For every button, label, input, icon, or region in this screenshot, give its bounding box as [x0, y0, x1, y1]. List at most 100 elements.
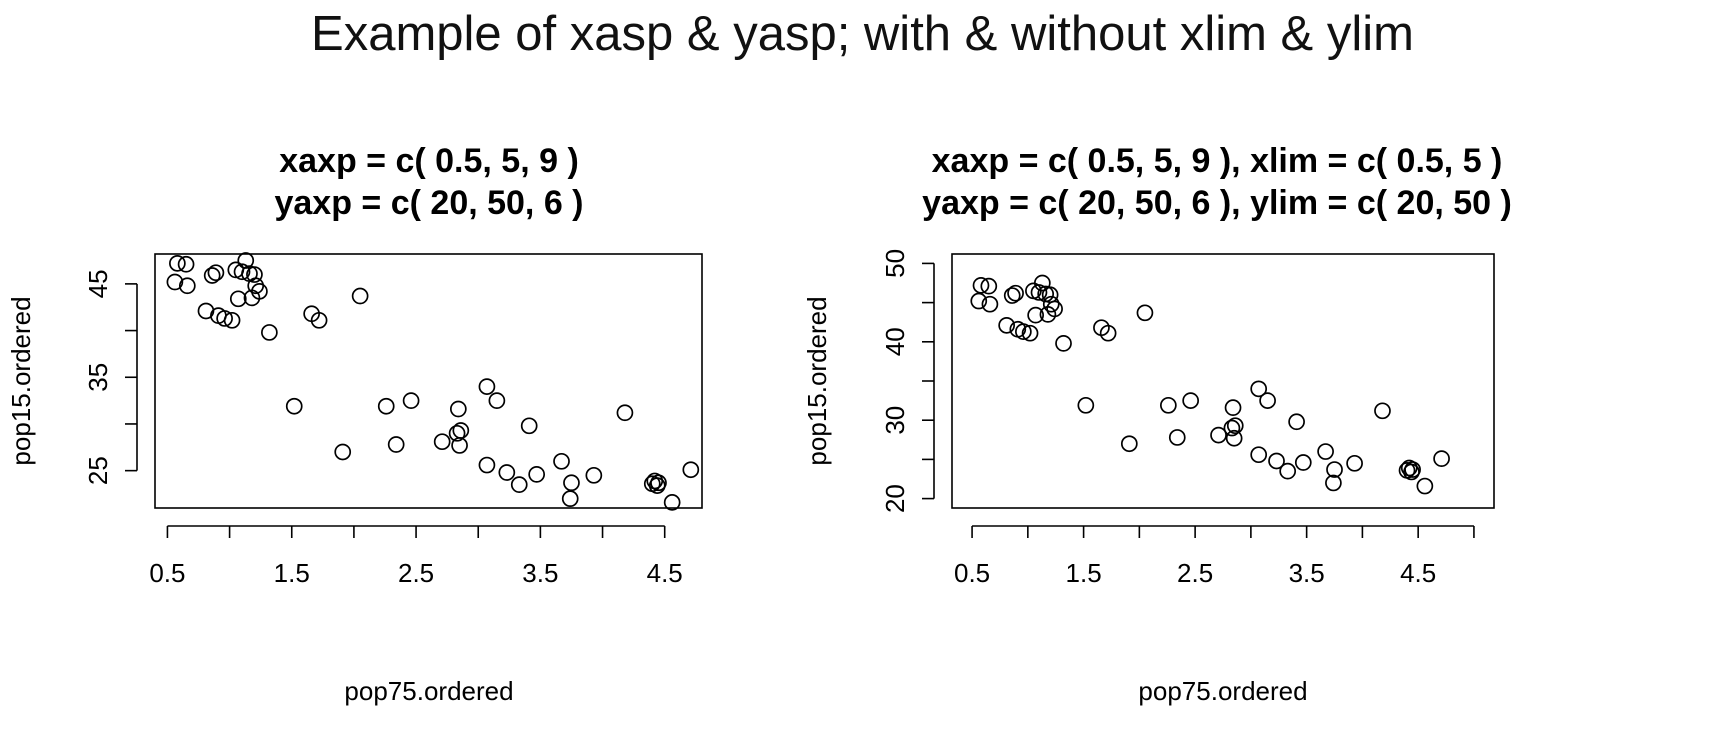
data-point: [1226, 417, 1244, 435]
y-tick-label: 30: [880, 406, 910, 435]
data-point: [1325, 474, 1342, 492]
data-point: [1224, 399, 1242, 417]
data-point: [1433, 450, 1450, 467]
data-points: [166, 252, 700, 511]
data-point: [1042, 295, 1060, 313]
data-point: [1404, 461, 1421, 478]
x-axis: 0.5 1.5 2.5 3.5 4.5: [149, 525, 683, 588]
data-point: [433, 433, 451, 451]
x-tick-label: 3.5: [522, 558, 558, 588]
data-point: [563, 474, 580, 492]
y-axis-label: pop15.ordered: [802, 296, 832, 465]
data-point: [169, 254, 186, 272]
y-axis: 20 30 40 50: [880, 249, 935, 513]
x-tick-label: 2.5: [1177, 558, 1213, 588]
data-point: [1007, 284, 1024, 302]
data-point: [1250, 380, 1268, 398]
y-tick-label: 20: [880, 484, 910, 513]
y-tick-label: 50: [880, 249, 910, 278]
data-points: [970, 274, 1450, 495]
x-axis: 0.5 1.5 2.5 3.5 4.5: [954, 525, 1475, 588]
data-point: [980, 277, 998, 295]
x-tick-label: 3.5: [1289, 558, 1325, 588]
data-point: [998, 316, 1015, 334]
x-tick-label: 0.5: [954, 558, 990, 588]
data-point: [1015, 323, 1032, 340]
data-point: [1021, 324, 1039, 342]
data-point: [1250, 446, 1268, 464]
data-point: [452, 422, 470, 439]
panel-title-line1: xaxp = c( 0.5, 5, 9 ): [279, 142, 579, 180]
data-point: [1077, 396, 1095, 414]
data-point: [528, 466, 546, 483]
x-tick-label: 4.5: [647, 558, 683, 588]
scatter-panel-left: xaxp = c( 0.5, 5, 9 ) yaxp = c( 20, 50, …: [6, 142, 703, 706]
data-point: [1225, 429, 1243, 447]
data-point: [972, 277, 990, 294]
data-point: [970, 292, 988, 310]
scatter-panel-right: xaxp = c( 0.5, 5, 9 ), xlim = c( 0.5, 5 …: [802, 142, 1512, 706]
data-point: [246, 266, 263, 283]
data-point: [510, 476, 528, 494]
data-point: [387, 436, 405, 453]
x-axis-label: pop75.ordered: [344, 676, 513, 706]
panel-title-line1: xaxp = c( 0.5, 5, 9 ), xlim = c( 0.5, 5 …: [932, 142, 1503, 180]
data-point: [216, 310, 233, 327]
data-point: [1288, 413, 1305, 431]
plot-frame: [951, 253, 1495, 509]
data-point: [1120, 435, 1138, 453]
data-point: [1416, 477, 1434, 495]
data-point: [1003, 287, 1021, 304]
data-point: [1027, 306, 1044, 324]
data-point: [1136, 304, 1154, 322]
data-point: [1030, 284, 1048, 301]
data-point: [682, 461, 700, 479]
data-point: [261, 324, 278, 341]
data-point: [1099, 324, 1117, 342]
data-point: [178, 277, 196, 295]
data-point: [402, 392, 420, 409]
data-point: [498, 464, 516, 481]
data-point: [1046, 300, 1063, 318]
data-point: [203, 267, 221, 284]
data-point: [166, 273, 184, 291]
plot-frame: [154, 253, 703, 509]
data-point: [449, 400, 467, 418]
data-point: [981, 295, 999, 313]
data-point: [377, 397, 395, 415]
y-axis: 25 35 45: [83, 269, 138, 485]
data-point: [1374, 402, 1391, 420]
data-point: [251, 283, 268, 300]
data-point: [1346, 454, 1363, 472]
figure-title: Example of xasp & yasp; with & without x…: [311, 7, 1414, 61]
data-point: [1294, 454, 1312, 471]
panel-title-line2: yaxp = c( 20, 50, 6 ), ylim = c( 20, 50 …: [922, 184, 1512, 222]
data-point: [650, 474, 667, 492]
data-point: [561, 490, 579, 508]
panel-title-line2: yaxp = c( 20, 50, 6 ): [274, 184, 583, 222]
x-tick-label: 4.5: [1400, 558, 1436, 588]
data-point: [478, 378, 496, 395]
data-point: [585, 466, 603, 484]
data-point: [1317, 443, 1334, 460]
data-point: [285, 397, 303, 415]
x-tick-label: 1.5: [1066, 558, 1102, 588]
y-tick-label: 35: [83, 363, 113, 392]
data-point: [1182, 392, 1200, 409]
data-point: [1279, 462, 1297, 480]
data-point: [1210, 426, 1227, 444]
x-tick-label: 2.5: [398, 558, 434, 588]
data-point: [351, 287, 369, 305]
data-point: [233, 263, 251, 281]
data-point: [334, 443, 352, 461]
y-tick-label: 40: [880, 327, 910, 356]
data-point: [229, 290, 247, 308]
data-point: [616, 404, 634, 422]
data-point: [663, 494, 681, 511]
data-point: [223, 311, 241, 329]
data-point: [478, 456, 496, 474]
x-tick-label: 1.5: [274, 558, 310, 588]
data-point: [488, 392, 506, 409]
